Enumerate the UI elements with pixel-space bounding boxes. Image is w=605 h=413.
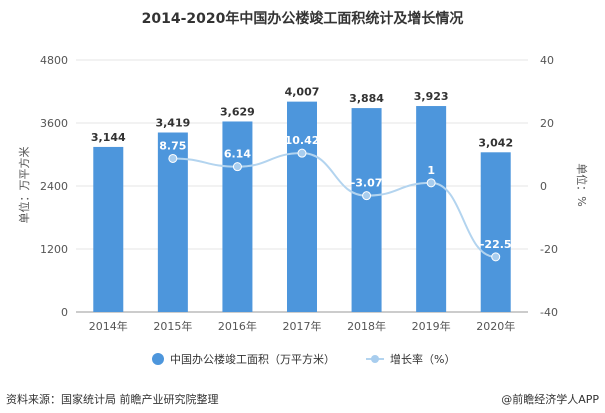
left-tick-label: 2400 [40, 180, 68, 193]
line-point [426, 178, 436, 188]
right-tick-label: 0 [540, 180, 547, 193]
bar [222, 121, 253, 312]
chart-title: 2014-2020年中国办公楼竣工面积统计及增长情况 [141, 11, 464, 27]
x-axis-ticks: 2014年 2015年 2016年 2017年 2018年 2019年 2020年 [89, 319, 515, 333]
right-tick-label: 40 [540, 54, 554, 67]
bar-value-label: 3,144 [91, 131, 126, 144]
right-tick-label: 20 [540, 117, 554, 130]
legend-line-label: 增长率（%） [390, 352, 455, 366]
left-tick-label: 0 [61, 306, 68, 319]
credit-note: @前瞻经济学人APP [501, 393, 599, 406]
bar-series [93, 101, 511, 312]
right-tick-label: -20 [540, 243, 558, 256]
bar [287, 101, 317, 312]
line-point [297, 148, 307, 158]
bar [416, 106, 447, 312]
line-point [168, 153, 178, 163]
line-value-label: -22.5 [480, 238, 512, 251]
bar-value-labels: 3,144 3,419 3,629 4,007 3,884 3,923 3,042 [91, 86, 513, 150]
growth-line [172, 152, 496, 258]
left-tick-label: 3600 [40, 117, 68, 130]
line-value-label: 1 [427, 164, 435, 177]
bar-value-label: 4,007 [285, 86, 320, 99]
legend-line-dot [371, 355, 379, 363]
bar-value-label: 3,923 [414, 90, 449, 103]
line-value-label: 6.14 [224, 148, 251, 161]
line-point [232, 162, 242, 172]
bar-value-label: 3,419 [155, 117, 190, 130]
line-series [168, 148, 501, 262]
bar-value-label: 3,629 [220, 105, 255, 118]
source-note: 资料来源：国家统计局 前瞻产业研究院整理 [6, 393, 219, 406]
legend-bar-marker [152, 353, 164, 365]
x-tick-label: 2019年 [412, 319, 451, 333]
bar [480, 152, 511, 312]
x-tick-label: 2016年 [218, 319, 257, 333]
line-value-label: -3.07 [351, 177, 383, 190]
bar [351, 108, 382, 312]
x-tick-label: 2017年 [283, 319, 322, 333]
line-value-labels: 8.75 6.14 10.42 -3.07 1 -22.5 [159, 134, 511, 251]
bar [93, 146, 124, 312]
left-tick-label: 4800 [40, 54, 68, 67]
x-tick-label: 2018年 [347, 319, 386, 333]
bar-value-label: 3,042 [478, 136, 513, 149]
line-value-label: 8.75 [159, 139, 186, 152]
legend-bar-label: 中国办公楼竣工面积（万平方米） [170, 352, 335, 366]
line-point [362, 191, 372, 201]
legend: 中国办公楼竣工面积（万平方米） 增长率（%） [152, 352, 455, 366]
line-value-label: 10.42 [285, 134, 320, 147]
line-point [491, 252, 501, 262]
bar-value-label: 3,884 [349, 92, 384, 105]
right-axis-label: 单位：% [575, 163, 589, 206]
x-tick-label: 2014年 [89, 319, 128, 333]
right-tick-label: -40 [540, 306, 558, 319]
left-axis-ticks: 0 1200 2400 3600 4800 [40, 54, 68, 319]
x-tick-label: 2015年 [153, 319, 192, 333]
right-axis-ticks: -40 -20 0 20 40 [540, 54, 558, 319]
left-tick-label: 1200 [40, 243, 68, 256]
x-tick-label: 2020年 [476, 319, 515, 333]
left-axis-label: 单位：万平方米 [17, 147, 31, 224]
